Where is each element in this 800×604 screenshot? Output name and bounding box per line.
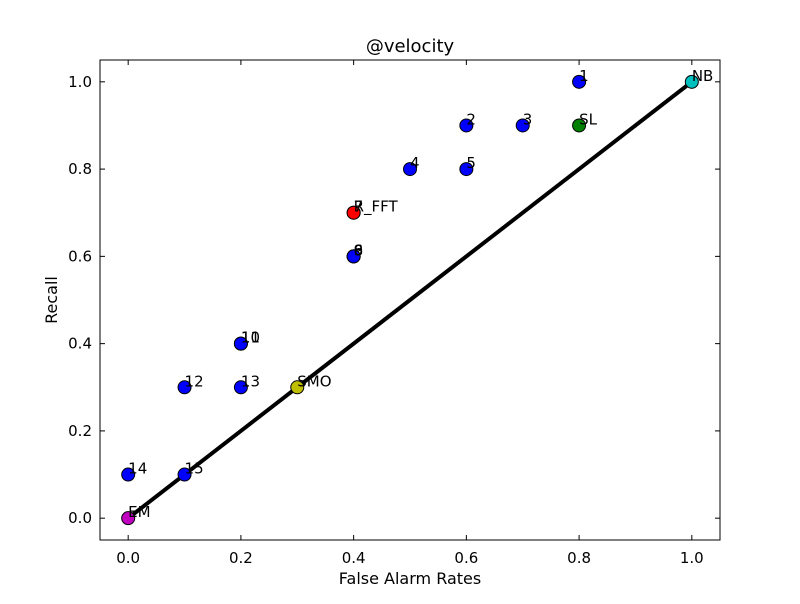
- data-point: [177, 380, 192, 395]
- point-label: 1: [579, 67, 589, 85]
- point-label: 14: [128, 460, 147, 478]
- y-tick-label: 1.0: [68, 73, 92, 91]
- x-tick-label: 0.0: [116, 549, 140, 567]
- point-label: 10: [241, 329, 260, 347]
- x-tick-label: 0.8: [567, 549, 591, 567]
- chart-title: @velocity: [366, 36, 455, 57]
- point-label: SL: [579, 110, 598, 128]
- point-label: SMO: [297, 372, 331, 390]
- x-tick-label: 0.2: [229, 549, 253, 567]
- data-point: [515, 118, 530, 133]
- point-label: 8: [354, 241, 364, 259]
- data-point: [346, 249, 361, 264]
- point-label: 4: [410, 154, 420, 172]
- point-label: 9: [354, 241, 364, 259]
- point-label: 15: [185, 460, 204, 478]
- data-point: [177, 467, 192, 482]
- y-tick-label: 0.6: [68, 247, 92, 265]
- x-axis-label: False Alarm Rates: [339, 569, 481, 588]
- x-tick-label: 1.0: [680, 549, 704, 567]
- data-point: [233, 336, 248, 351]
- point-label: 6: [354, 241, 364, 259]
- y-tick-label: 0.0: [68, 509, 92, 527]
- data-point: [572, 74, 587, 89]
- x-tick-label: 0.6: [454, 549, 478, 567]
- y-tick-label: 0.8: [68, 160, 92, 178]
- data-point: [459, 162, 474, 177]
- point-label: 12: [185, 372, 204, 390]
- data-point: [459, 118, 474, 133]
- reference-line: [126, 80, 694, 520]
- axes-frame: [99, 59, 721, 541]
- data-point: [233, 380, 248, 395]
- data-point: [346, 205, 361, 220]
- point-label: NB: [692, 67, 714, 85]
- data-point: [290, 380, 305, 395]
- data-point: [403, 162, 417, 177]
- point-label: 7: [354, 198, 364, 216]
- point-label: 2: [466, 110, 476, 128]
- point-label: EM: [128, 503, 150, 521]
- point-label: 11: [241, 329, 260, 347]
- data-point: [121, 467, 136, 482]
- plot-area: 0.0 0.2 0.4 0.6 0.8 1.00.00.20.40.60.81.0 12 34…: [68, 59, 721, 567]
- point-label: 3: [523, 110, 533, 128]
- data-point: [121, 511, 136, 526]
- point-label: 13: [241, 372, 260, 390]
- data-point: [572, 118, 587, 133]
- point-label: R_FFT: [354, 198, 399, 217]
- x-tick-label: 0.4: [342, 549, 366, 567]
- y-axis-label: Recall: [42, 276, 61, 324]
- y-tick-label: 0.2: [68, 422, 92, 440]
- point-label: 5: [466, 154, 476, 172]
- data-point: [684, 74, 699, 89]
- y-tick-label: 0.4: [68, 335, 92, 353]
